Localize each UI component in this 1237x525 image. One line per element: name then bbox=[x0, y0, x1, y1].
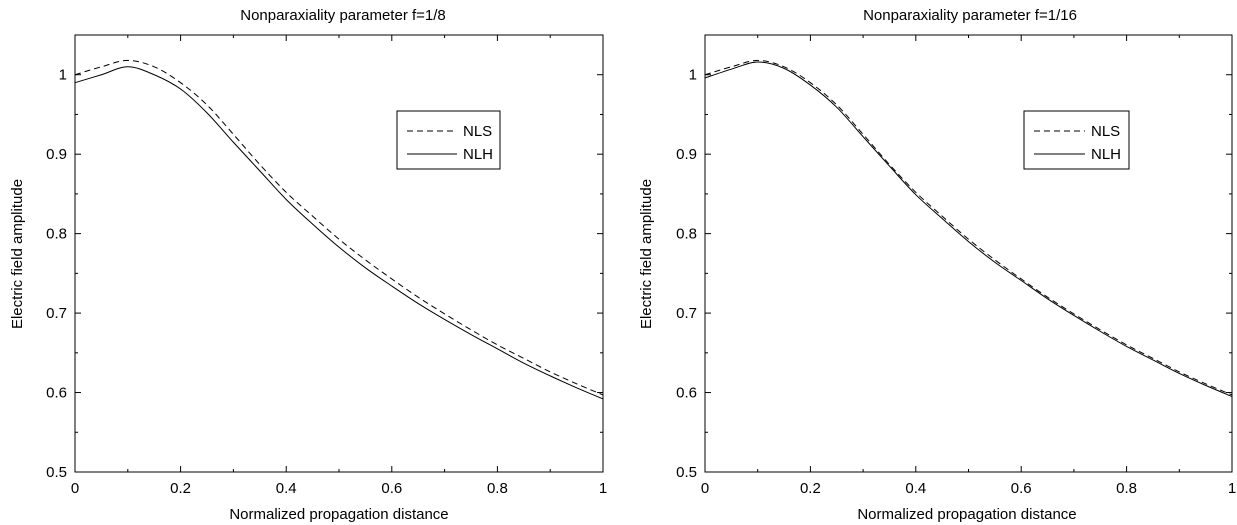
x-tick-label: 0.6 bbox=[381, 480, 402, 497]
legend-box-left bbox=[396, 110, 501, 170]
y-axis-label-right: Electric field amplitude bbox=[638, 179, 655, 329]
y-tick-label: 0.6 bbox=[46, 385, 67, 402]
plot-frame-left bbox=[74, 34, 604, 473]
legend-box-right bbox=[1023, 110, 1130, 170]
x-ticks-left: 0 0.2 0.4 0.6 0.8 1 bbox=[71, 35, 607, 497]
series-line-nlh bbox=[74, 66, 604, 400]
plot-frame-right bbox=[704, 34, 1233, 473]
y-tick-label: 0.5 bbox=[676, 464, 697, 481]
x-tick-label: 0.4 bbox=[905, 480, 926, 497]
legend-label-nlh-right: NLH bbox=[1091, 146, 1121, 163]
y-tick-label: 0.8 bbox=[46, 226, 67, 243]
y-tick-label: 0.9 bbox=[676, 146, 697, 163]
x-ticks-right: 0 0.2 0.4 0.6 0.8 1 bbox=[701, 35, 1236, 497]
x-tick-label: 0 bbox=[701, 480, 709, 497]
chart-panel-right: Nonparaxiality parameter f=1/16 0 0.2 0.4 0… bbox=[638, 7, 1236, 523]
y-tick-label: 0.6 bbox=[676, 385, 697, 402]
y-ticks-left: 0.5 0.6 0.7 0.8 0.9 1 bbox=[46, 34, 603, 481]
y-tick-label: 0.5 bbox=[46, 464, 67, 481]
series-line-nls bbox=[704, 59, 1233, 396]
x-tick-label: 0.4 bbox=[276, 480, 297, 497]
x-axis-label-right: Normalized propagation distance bbox=[857, 506, 1076, 523]
chart-title-right: Nonparaxiality parameter f=1/16 bbox=[863, 7, 1077, 24]
x-tick-label: 1 bbox=[599, 480, 607, 497]
x-tick-label: 1 bbox=[1228, 480, 1236, 497]
x-tick-label: 0.8 bbox=[1116, 480, 1137, 497]
y-tick-label: 1 bbox=[59, 67, 67, 84]
y-tick-label: 0.7 bbox=[46, 305, 67, 322]
legend-label-nls-right: NLS bbox=[1091, 123, 1120, 140]
series-line-nls bbox=[74, 59, 604, 396]
y-tick-label: 1 bbox=[689, 67, 697, 84]
y-axis-label-left: Electric field amplitude bbox=[9, 179, 26, 329]
series-lines-right bbox=[704, 59, 1233, 397]
x-tick-label: 0.6 bbox=[1011, 480, 1032, 497]
series-lines-left bbox=[74, 59, 604, 400]
legend-label-nlh-left: NLH bbox=[463, 146, 493, 163]
x-tick-label: 0.2 bbox=[800, 480, 821, 497]
x-tick-label: 0.2 bbox=[170, 480, 191, 497]
y-tick-label: 0.7 bbox=[676, 305, 697, 322]
chart-title-left: Nonparaxiality parameter f=1/8 bbox=[240, 7, 446, 24]
y-tick-label: 0.8 bbox=[676, 226, 697, 243]
x-axis-label-left: Normalized propagation distance bbox=[229, 506, 448, 523]
legend-right: NLS NLH bbox=[1023, 110, 1130, 170]
legend-left: NLS NLH bbox=[396, 110, 501, 170]
x-tick-label: 0 bbox=[71, 480, 79, 497]
chart-panel-left: Nonparaxiality parameter f=1/8 0 0.2 0.4 0.… bbox=[9, 7, 607, 523]
series-line-nlh bbox=[704, 61, 1233, 397]
x-tick-label: 0.8 bbox=[487, 480, 508, 497]
y-tick-label: 0.9 bbox=[46, 146, 67, 163]
legend-label-nls-left: NLS bbox=[463, 123, 492, 140]
y-ticks-right: 0.5 0.6 0.7 0.8 0.9 1 bbox=[676, 34, 1232, 481]
